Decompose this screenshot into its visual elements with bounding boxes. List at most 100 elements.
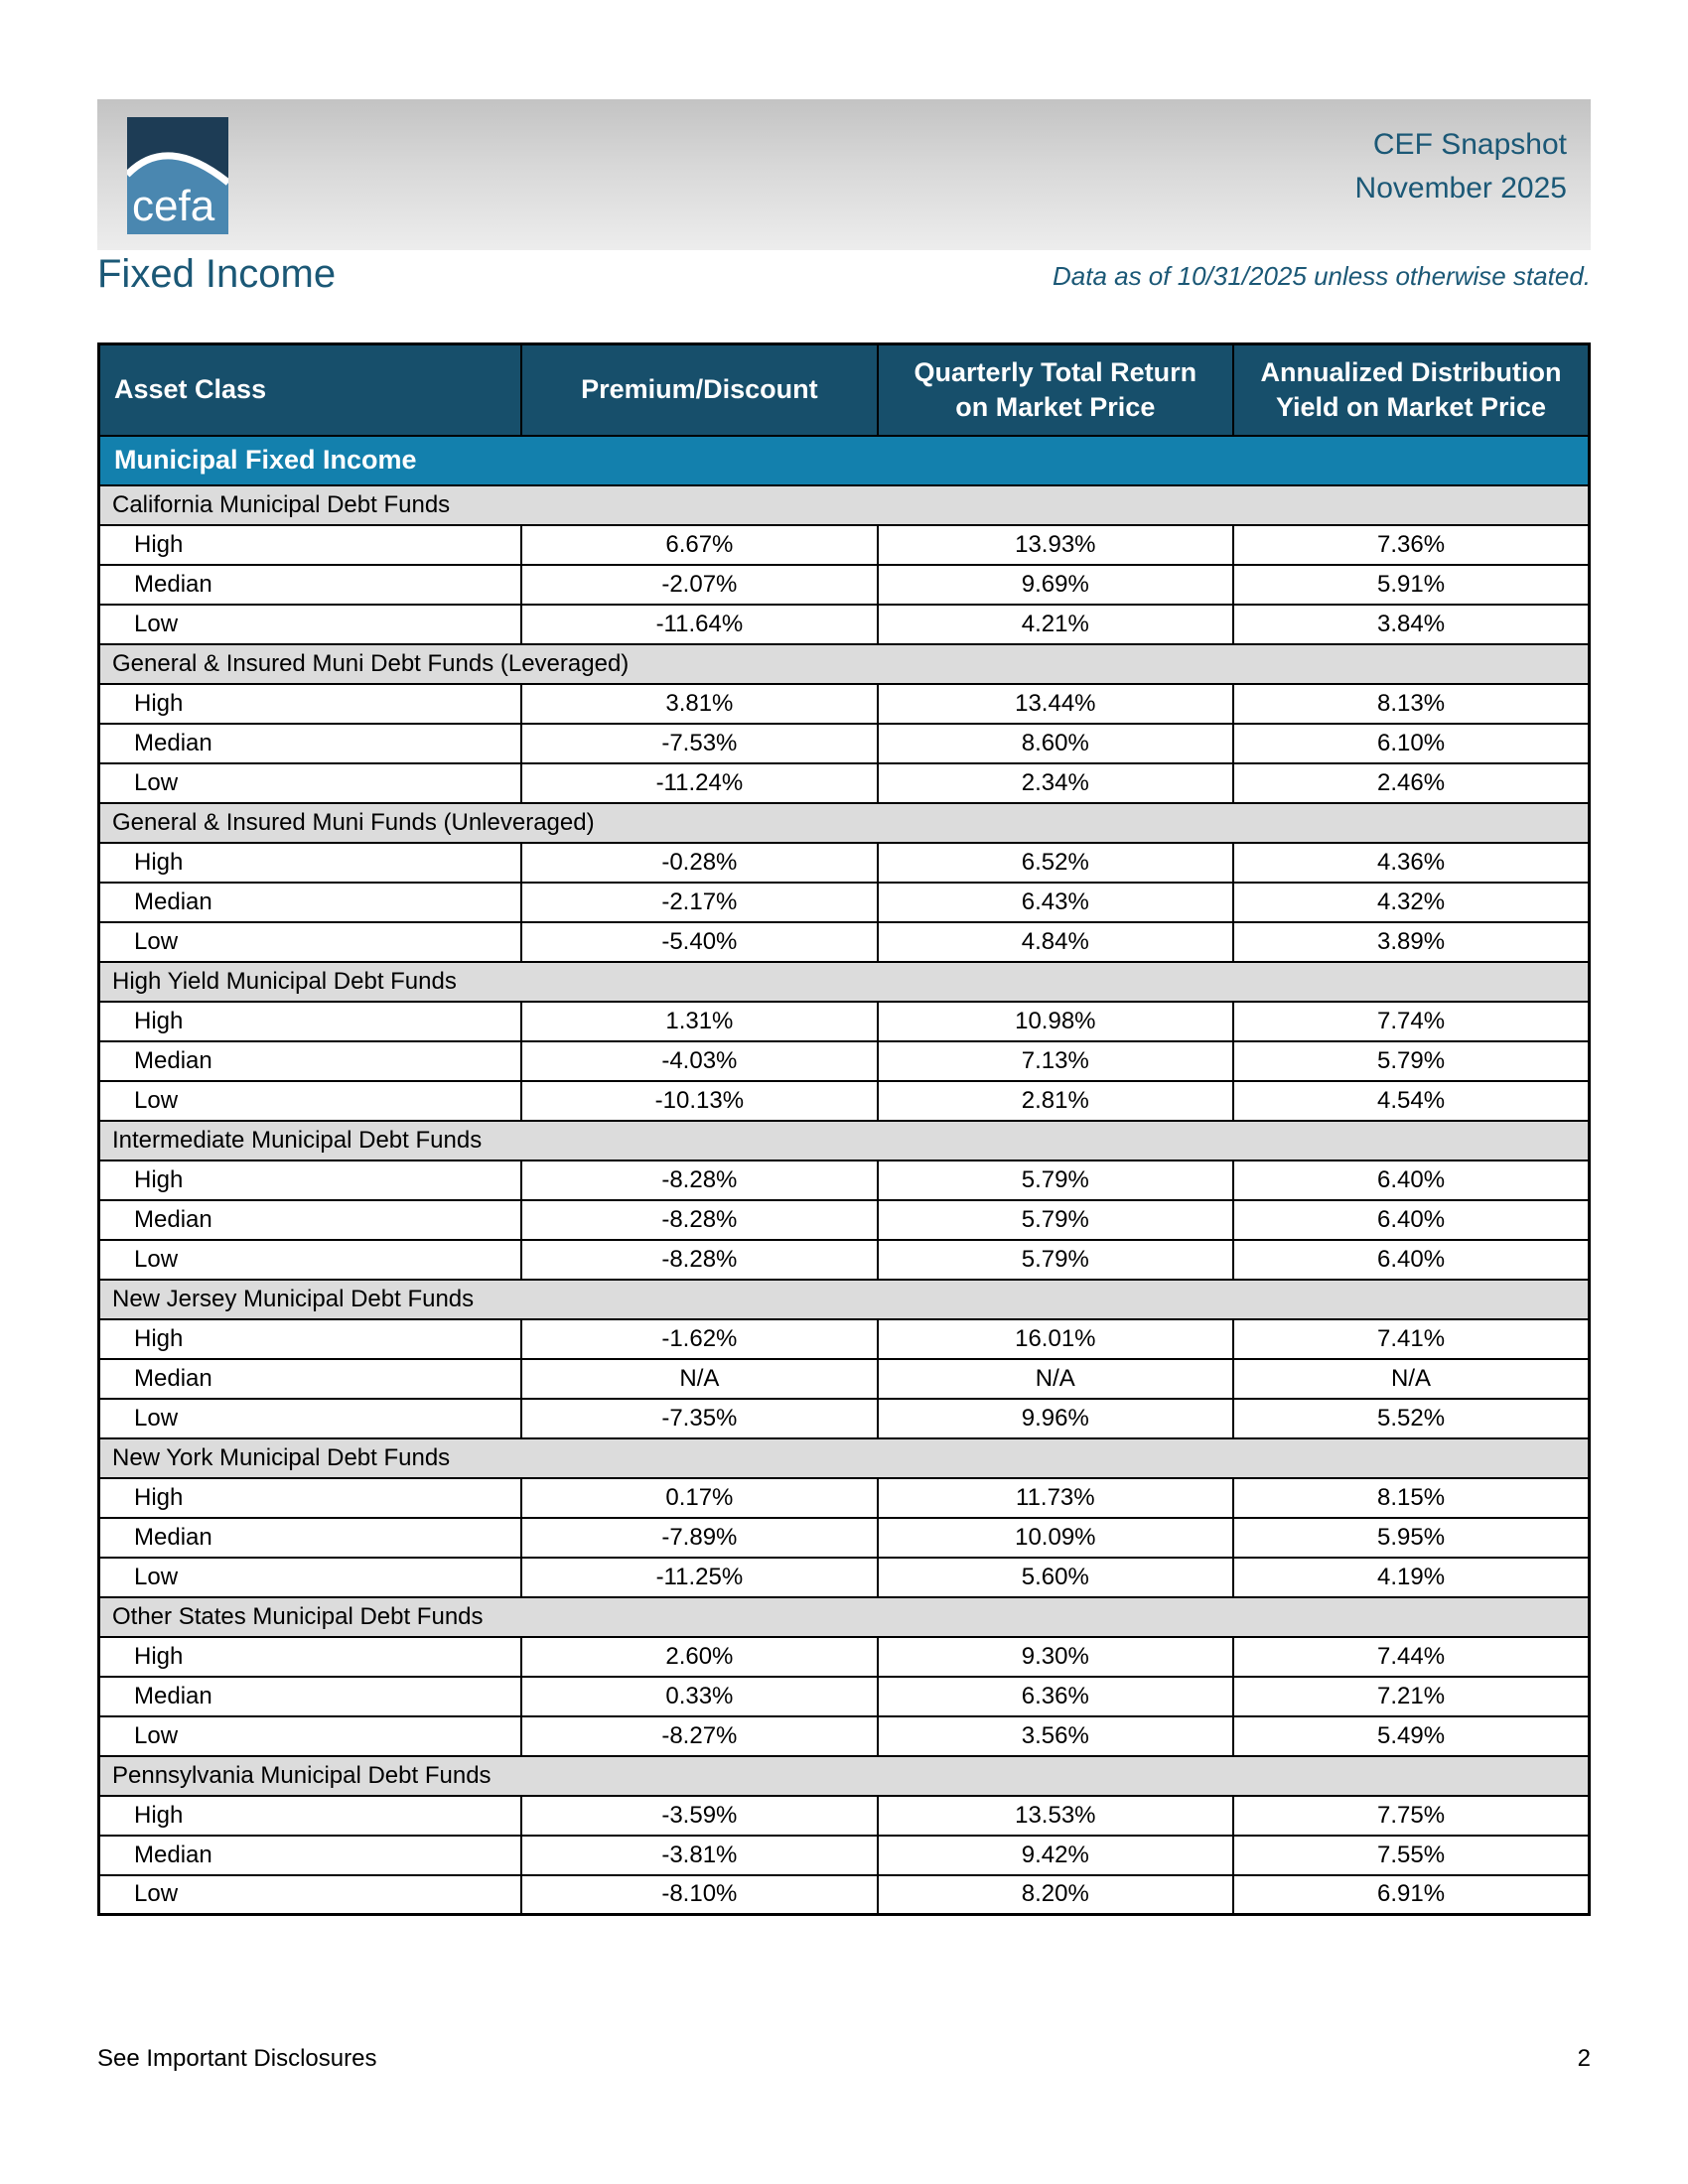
row-value: 3.81% bbox=[520, 682, 879, 725]
row-value: 3.89% bbox=[1232, 920, 1591, 963]
row-label: Low bbox=[97, 603, 523, 645]
table-row: High -8.28% 5.79% 6.40% bbox=[97, 1159, 1591, 1201]
row-label: Low bbox=[97, 1714, 523, 1757]
section-title: Other States Municipal Debt Funds bbox=[97, 1595, 1591, 1638]
table-row: Low -11.24% 2.34% 2.46% bbox=[97, 761, 1591, 804]
row-value: 2.60% bbox=[520, 1635, 879, 1678]
disclosures-note: See Important Disclosures bbox=[97, 2045, 377, 2072]
row-value: 8.20% bbox=[876, 1873, 1235, 1916]
row-value: -3.59% bbox=[520, 1794, 879, 1837]
table-row: Low -7.35% 9.96% 5.52% bbox=[97, 1397, 1591, 1439]
row-value: 0.17% bbox=[520, 1476, 879, 1519]
col-header-premium-discount: Premium/Discount bbox=[520, 342, 879, 437]
row-label: High bbox=[97, 1000, 523, 1042]
row-value: 6.67% bbox=[520, 523, 879, 566]
row-value: -7.53% bbox=[520, 722, 879, 764]
table-row: High 6.67% 13.93% 7.36% bbox=[97, 523, 1591, 566]
table-row: Median -2.17% 6.43% 4.32% bbox=[97, 881, 1591, 923]
section-header-row: High Yield Municipal Debt Funds bbox=[97, 960, 1591, 1003]
row-value: 7.41% bbox=[1232, 1317, 1591, 1360]
section-header-row: General & Insured Muni Funds (Unleverage… bbox=[97, 801, 1591, 844]
row-value: 6.40% bbox=[1232, 1159, 1591, 1201]
row-value: 2.34% bbox=[876, 761, 1235, 804]
page-title: Fixed Income bbox=[97, 252, 337, 296]
row-value: -1.62% bbox=[520, 1317, 879, 1360]
row-value: 10.98% bbox=[876, 1000, 1235, 1042]
row-label: Median bbox=[97, 1834, 523, 1876]
table-row: Median -2.07% 9.69% 5.91% bbox=[97, 563, 1591, 606]
row-value: -3.81% bbox=[520, 1834, 879, 1876]
row-value: 0.33% bbox=[520, 1675, 879, 1717]
row-value: 6.40% bbox=[1232, 1198, 1591, 1241]
row-label: Median bbox=[97, 563, 523, 606]
table-row: Median -3.81% 9.42% 7.55% bbox=[97, 1834, 1591, 1876]
col-header-quarterly-total-return: Quarterly Total Return on Market Price bbox=[876, 342, 1235, 437]
report-title-line2: November 2025 bbox=[1354, 171, 1567, 205]
table-row: Low -11.25% 5.60% 4.19% bbox=[97, 1556, 1591, 1598]
section-title: Intermediate Municipal Debt Funds bbox=[97, 1119, 1591, 1161]
row-value: 6.43% bbox=[876, 881, 1235, 923]
table-row: Median N/A N/A N/A bbox=[97, 1357, 1591, 1400]
row-value: N/A bbox=[876, 1357, 1235, 1400]
row-value: -0.28% bbox=[520, 841, 879, 884]
row-value: 5.79% bbox=[876, 1159, 1235, 1201]
table-row: High -0.28% 6.52% 4.36% bbox=[97, 841, 1591, 884]
row-label: Median bbox=[97, 722, 523, 764]
section-header-row: New York Municipal Debt Funds bbox=[97, 1436, 1591, 1479]
row-label: Low bbox=[97, 1079, 523, 1122]
table-row: High 1.31% 10.98% 7.74% bbox=[97, 1000, 1591, 1042]
section-title: California Municipal Debt Funds bbox=[97, 483, 1591, 526]
row-value: 5.79% bbox=[876, 1238, 1235, 1281]
report-title-line1: CEF Snapshot bbox=[1372, 128, 1567, 161]
row-value: 4.19% bbox=[1232, 1556, 1591, 1598]
table-row: Low -10.13% 2.81% 4.54% bbox=[97, 1079, 1591, 1122]
table-row: Low -11.64% 4.21% 3.84% bbox=[97, 603, 1591, 645]
row-value: 13.53% bbox=[876, 1794, 1235, 1837]
row-value: 5.52% bbox=[1232, 1397, 1591, 1439]
row-value: 5.79% bbox=[876, 1198, 1235, 1241]
report-title: CEF Snapshot November 2025 bbox=[1355, 123, 1567, 209]
table-row: Median -4.03% 7.13% 5.79% bbox=[97, 1039, 1591, 1082]
row-value: 8.15% bbox=[1232, 1476, 1591, 1519]
row-label: Median bbox=[97, 1675, 523, 1717]
row-value: -5.40% bbox=[520, 920, 879, 963]
row-label: High bbox=[97, 1317, 523, 1360]
row-value: 6.10% bbox=[1232, 722, 1591, 764]
row-value: 13.44% bbox=[876, 682, 1235, 725]
row-value: 7.44% bbox=[1232, 1635, 1591, 1678]
row-label: High bbox=[97, 1476, 523, 1519]
row-value: 4.32% bbox=[1232, 881, 1591, 923]
category-band: Municipal Fixed Income bbox=[97, 434, 1591, 486]
row-value: -11.64% bbox=[520, 603, 879, 645]
section-title: General & Insured Muni Funds (Unleverage… bbox=[97, 801, 1591, 844]
page-footer: See Important Disclosures 2 bbox=[97, 2045, 1591, 2073]
table-body: California Municipal Debt Funds High 6.67%… bbox=[97, 483, 1591, 1916]
row-value: -4.03% bbox=[520, 1039, 879, 1082]
row-value: 6.40% bbox=[1232, 1238, 1591, 1281]
row-value: 9.96% bbox=[876, 1397, 1235, 1439]
table-row: Low -8.28% 5.79% 6.40% bbox=[97, 1238, 1591, 1281]
row-value: N/A bbox=[1232, 1357, 1591, 1400]
table-row: High -3.59% 13.53% 7.75% bbox=[97, 1794, 1591, 1837]
row-value: -8.28% bbox=[520, 1238, 879, 1281]
table-row: Low -8.27% 3.56% 5.49% bbox=[97, 1714, 1591, 1757]
section-header-row: California Municipal Debt Funds bbox=[97, 483, 1591, 526]
table-row: High 2.60% 9.30% 7.44% bbox=[97, 1635, 1591, 1678]
row-value: 10.09% bbox=[876, 1516, 1235, 1559]
row-value: 6.36% bbox=[876, 1675, 1235, 1717]
row-value: 11.73% bbox=[876, 1476, 1235, 1519]
section-header-row: New Jersey Municipal Debt Funds bbox=[97, 1278, 1591, 1320]
col-header-annualized-distribution-yield: Annualized Distribution Yield on Market … bbox=[1232, 342, 1591, 437]
row-value: 7.74% bbox=[1232, 1000, 1591, 1042]
row-label: Median bbox=[97, 1357, 523, 1400]
row-label: Low bbox=[97, 1556, 523, 1598]
section-title: Pennsylvania Municipal Debt Funds bbox=[97, 1754, 1591, 1797]
row-value: 1.31% bbox=[520, 1000, 879, 1042]
row-value: 7.21% bbox=[1232, 1675, 1591, 1717]
section-title: New Jersey Municipal Debt Funds bbox=[97, 1278, 1591, 1320]
row-value: 9.30% bbox=[876, 1635, 1235, 1678]
col-header-asset-class: Asset Class bbox=[97, 342, 523, 437]
row-value: 7.36% bbox=[1232, 523, 1591, 566]
header-banner: cefa CEF Snapshot November 2025 bbox=[97, 99, 1591, 250]
row-label: Median bbox=[97, 1198, 523, 1241]
